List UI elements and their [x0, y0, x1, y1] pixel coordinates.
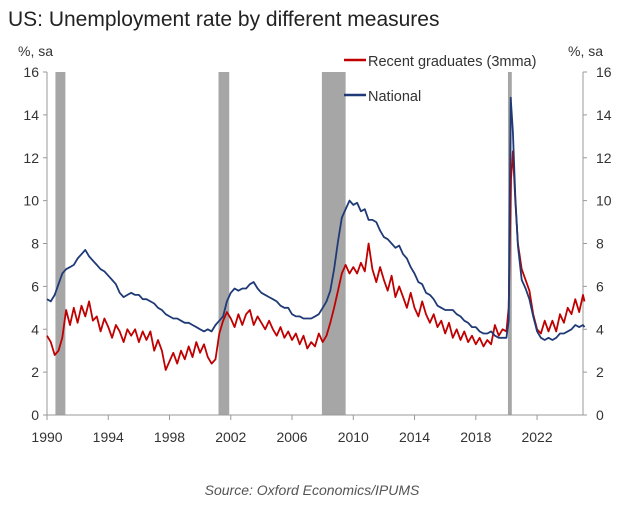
recession-band-1 — [55, 72, 66, 415]
x-tick-label-1998: 1998 — [154, 429, 185, 445]
x-tick-label-2018: 2018 — [460, 429, 491, 445]
y-tick-label-left-4: 4 — [31, 321, 39, 337]
y-tick-label-left-0: 0 — [31, 407, 39, 423]
y-tick-label-right-0: 0 — [596, 407, 604, 423]
x-tick-label-2014: 2014 — [399, 429, 430, 445]
series-lines — [46, 96, 586, 371]
y-tick-label-left-10: 10 — [23, 193, 39, 209]
y-tick-label-left-2: 2 — [31, 364, 39, 380]
axes — [46, 72, 584, 416]
y-tick-label-left-8: 8 — [31, 236, 39, 252]
series-line-recent-graduates-3mma — [46, 150, 586, 371]
y-ticks-right: 0 2 4 6 8 10 12 14 16 — [583, 64, 612, 423]
y-ticks-left: 0 2 4 6 8 10 12 14 16 — [23, 64, 47, 423]
x-tick-label-2002: 2002 — [215, 429, 246, 445]
y-tick-label-right-2: 2 — [596, 364, 604, 380]
recession-band-3 — [321, 72, 346, 415]
y-tick-label-right-8: 8 — [596, 236, 604, 252]
y-tick-label-left-16: 16 — [23, 64, 39, 80]
recession-bands — [55, 72, 512, 415]
x-tick-label-2022: 2022 — [521, 429, 552, 445]
series-line-national — [46, 96, 586, 341]
y-unit-right-label: %, sa — [568, 43, 603, 59]
x-tick-label-2006: 2006 — [276, 429, 307, 445]
legend-label-recent-graduates: Recent graduates (3mma) — [368, 54, 536, 70]
y-tick-label-right-10: 10 — [596, 193, 612, 209]
y-tick-label-right-6: 6 — [596, 278, 604, 294]
y-tick-label-left-12: 12 — [23, 150, 39, 166]
x-tick-label-2010: 2010 — [338, 429, 369, 445]
y-unit-left-label: %, sa — [18, 43, 53, 59]
source-note: Source: Oxford Economics/IPUMS — [204, 482, 420, 498]
y-tick-label-right-4: 4 — [596, 321, 604, 337]
chart-title: US: Unemployment rate by different measu… — [8, 8, 440, 31]
y-tick-label-right-12: 12 — [596, 150, 612, 166]
recession-band-2 — [218, 72, 230, 415]
x-tick-label-1990: 1990 — [31, 429, 62, 445]
legend: Recent graduates (3mma) National — [344, 54, 536, 105]
y-tick-label-right-16: 16 — [596, 64, 612, 80]
y-tick-label-right-14: 14 — [596, 107, 612, 123]
legend-label-national: National — [368, 89, 421, 105]
x-tick-label-1994: 1994 — [93, 429, 124, 445]
y-tick-label-left-6: 6 — [31, 278, 39, 294]
y-tick-label-left-14: 14 — [23, 107, 39, 123]
x-ticks: 1990 1994 1998 2002 2006 2010 2014 2018 2022 — [31, 415, 553, 445]
